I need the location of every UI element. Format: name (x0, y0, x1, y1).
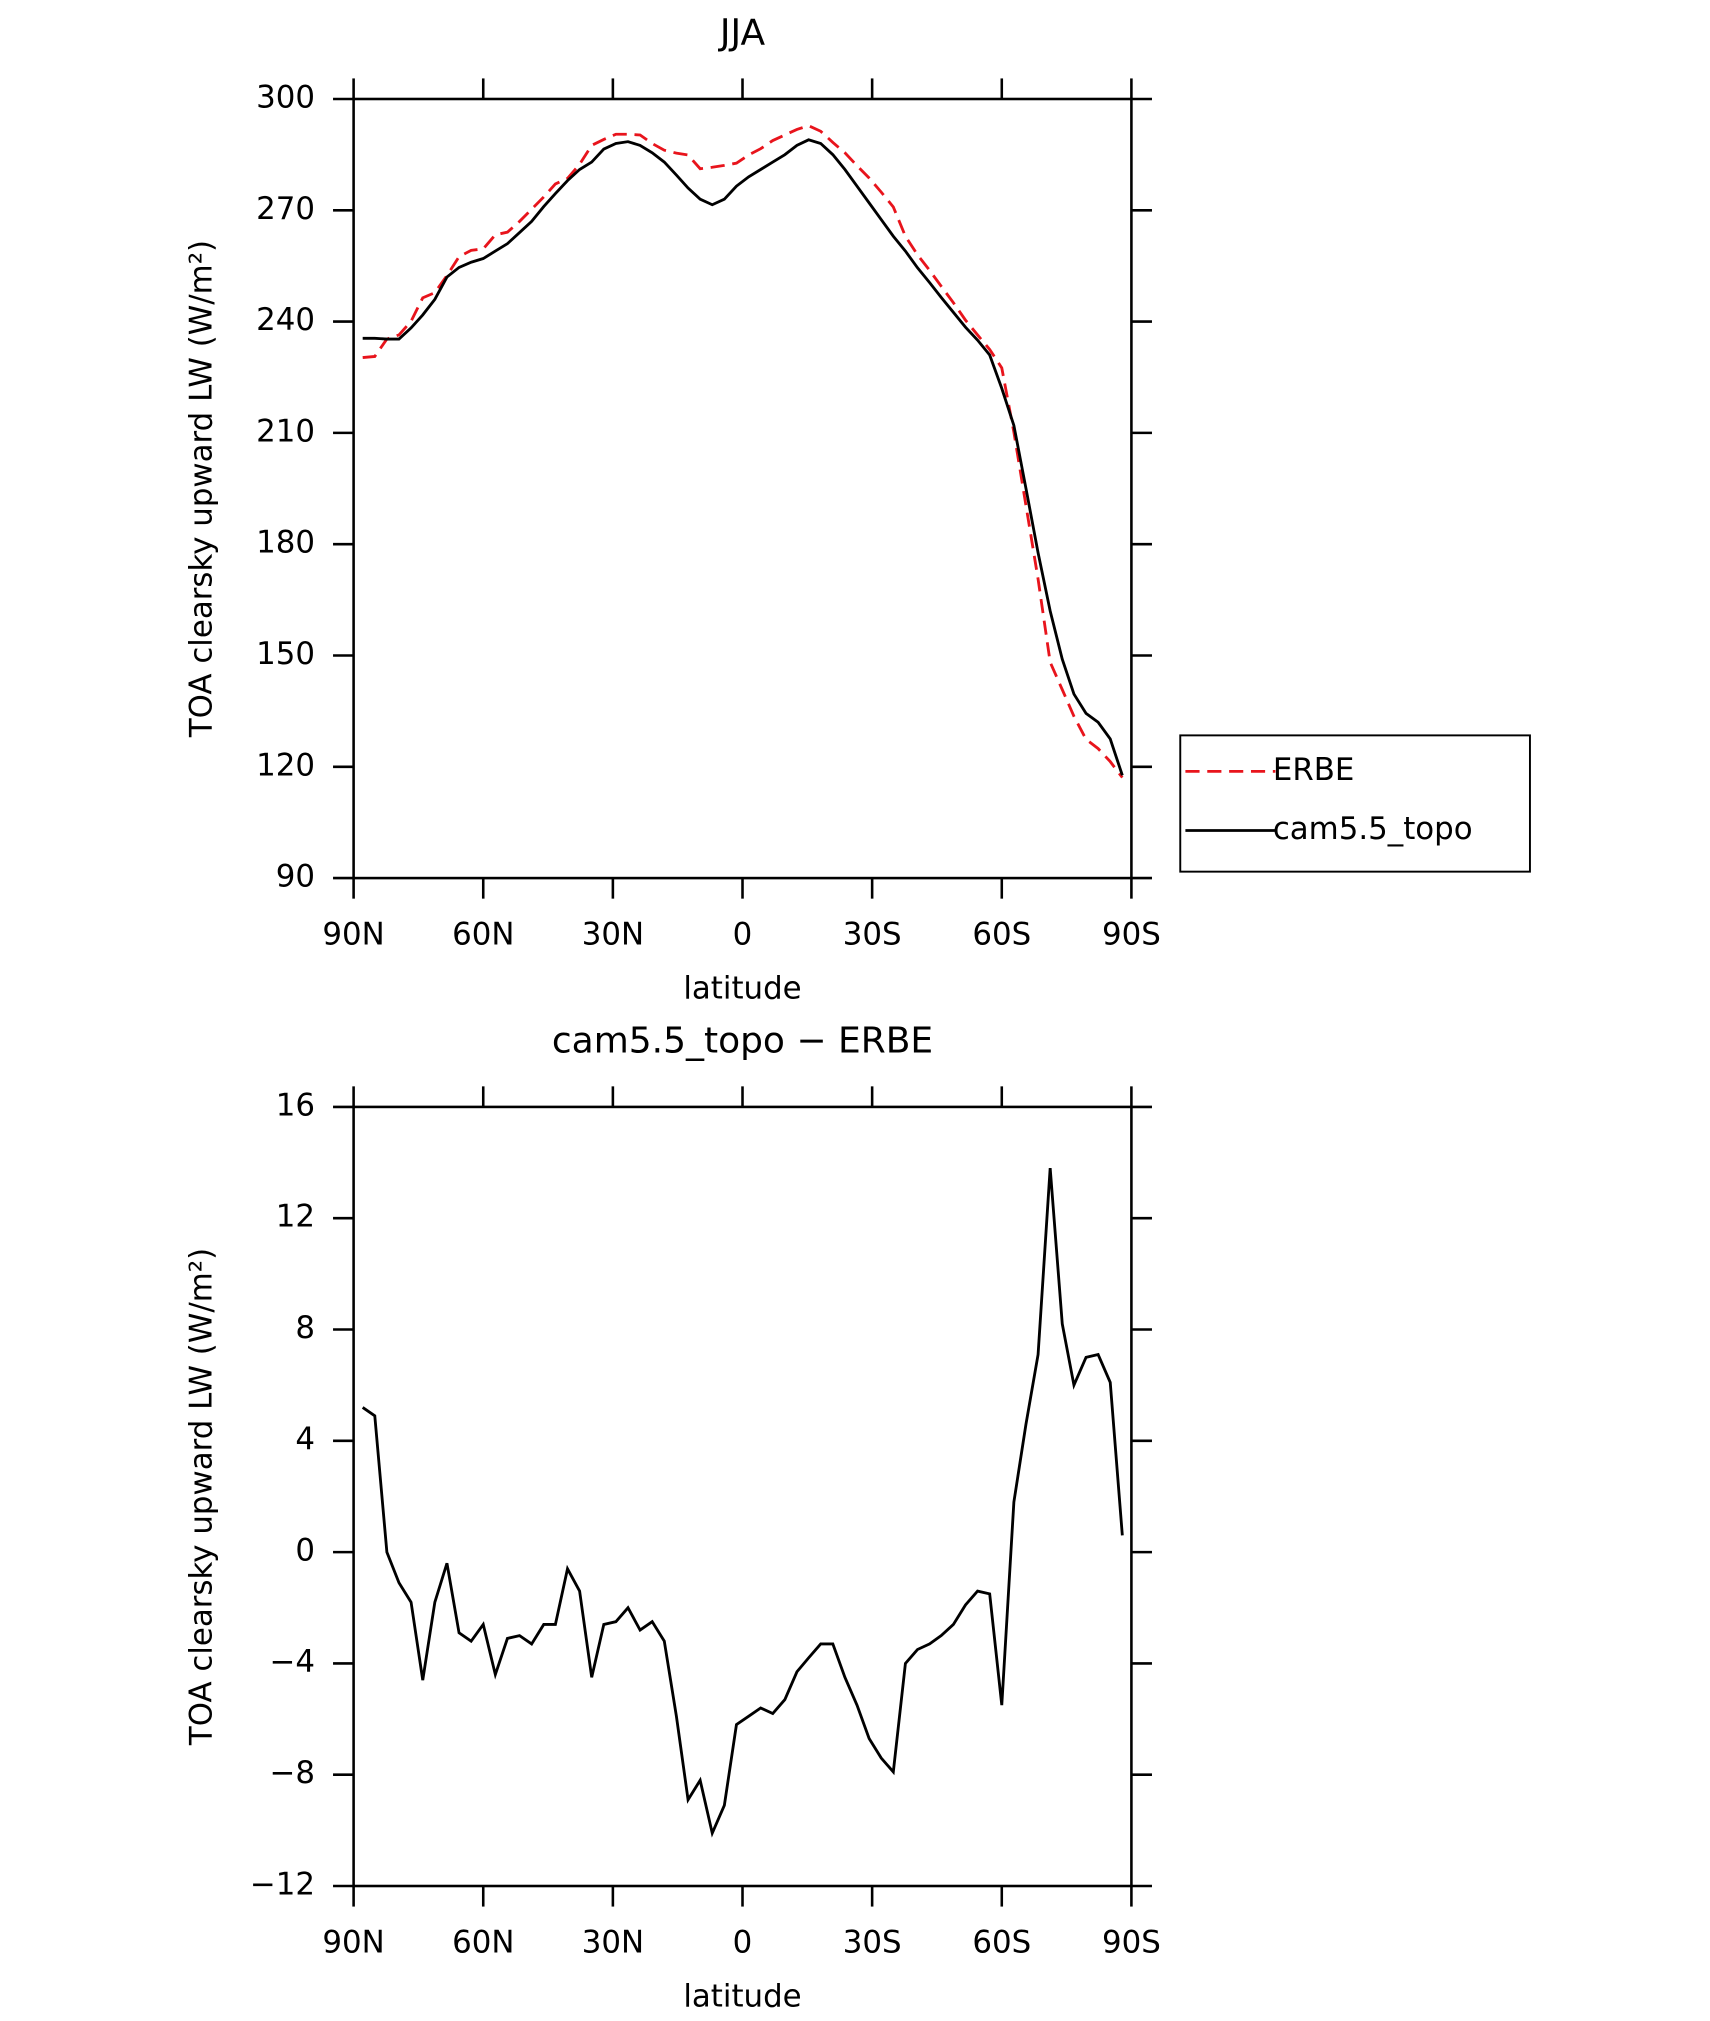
x-axis-label: latitude (683, 1978, 801, 2014)
y-tick-label: 150 (256, 636, 315, 672)
y-tick-label: 90 (276, 859, 315, 895)
x-tick-label: 30N (582, 916, 644, 952)
y-axis-label: TOA clearsky upward LW (W/m²) (184, 240, 220, 738)
x-tick-label: 60N (452, 1924, 514, 1960)
y-tick-label: 300 (256, 79, 315, 115)
y-tick-label: 270 (256, 191, 315, 227)
y-axis-label: TOA clearsky upward LW (W/m²) (184, 1248, 220, 1746)
x-tick-label: 30S (843, 1924, 902, 1960)
x-tick-label: 0 (733, 1924, 753, 1960)
y-tick-label: 210 (256, 413, 315, 449)
x-tick-label: 60S (972, 1924, 1031, 1960)
data-line (362, 138, 1124, 776)
x-tick-label: 60S (972, 916, 1031, 952)
y-tick-label: −4 (270, 1644, 315, 1680)
y-tick-label: 16 (276, 1087, 315, 1123)
y-tick-label: 120 (256, 747, 315, 783)
x-tick-label: 60N (452, 916, 514, 952)
x-tick-label: 90S (1102, 1924, 1161, 1960)
x-tick-label: 30S (843, 916, 902, 952)
y-tick-label: −8 (270, 1755, 315, 1791)
legend-box (1179, 734, 1531, 873)
plot-frame (352, 97, 1133, 880)
y-tick-label: 180 (256, 525, 315, 561)
data-line (361, 1168, 1124, 1838)
x-tick-label: 0 (733, 916, 753, 952)
y-tick-label: 0 (295, 1533, 315, 1569)
y-tick-label: 12 (276, 1199, 315, 1235)
y-tick-label: 4 (295, 1421, 315, 1457)
chart-title: JJA (718, 13, 766, 54)
legend-label: ERBE (1273, 752, 1355, 788)
chart-title: cam5.5_topo − ERBE (552, 1021, 933, 1062)
y-tick-label: −12 (250, 1867, 315, 1903)
y-tick-label: 8 (295, 1310, 315, 1346)
y-tick-label: 240 (256, 302, 315, 338)
x-tick-label: 90S (1102, 916, 1161, 952)
data-line (362, 124, 1124, 779)
legend-label: cam5.5_topo (1273, 811, 1473, 847)
x-tick-label: 90N (322, 916, 384, 952)
x-tick-label: 30N (582, 1924, 644, 1960)
x-tick-label: 90N (322, 1924, 384, 1960)
x-axis-label: latitude (683, 970, 801, 1006)
